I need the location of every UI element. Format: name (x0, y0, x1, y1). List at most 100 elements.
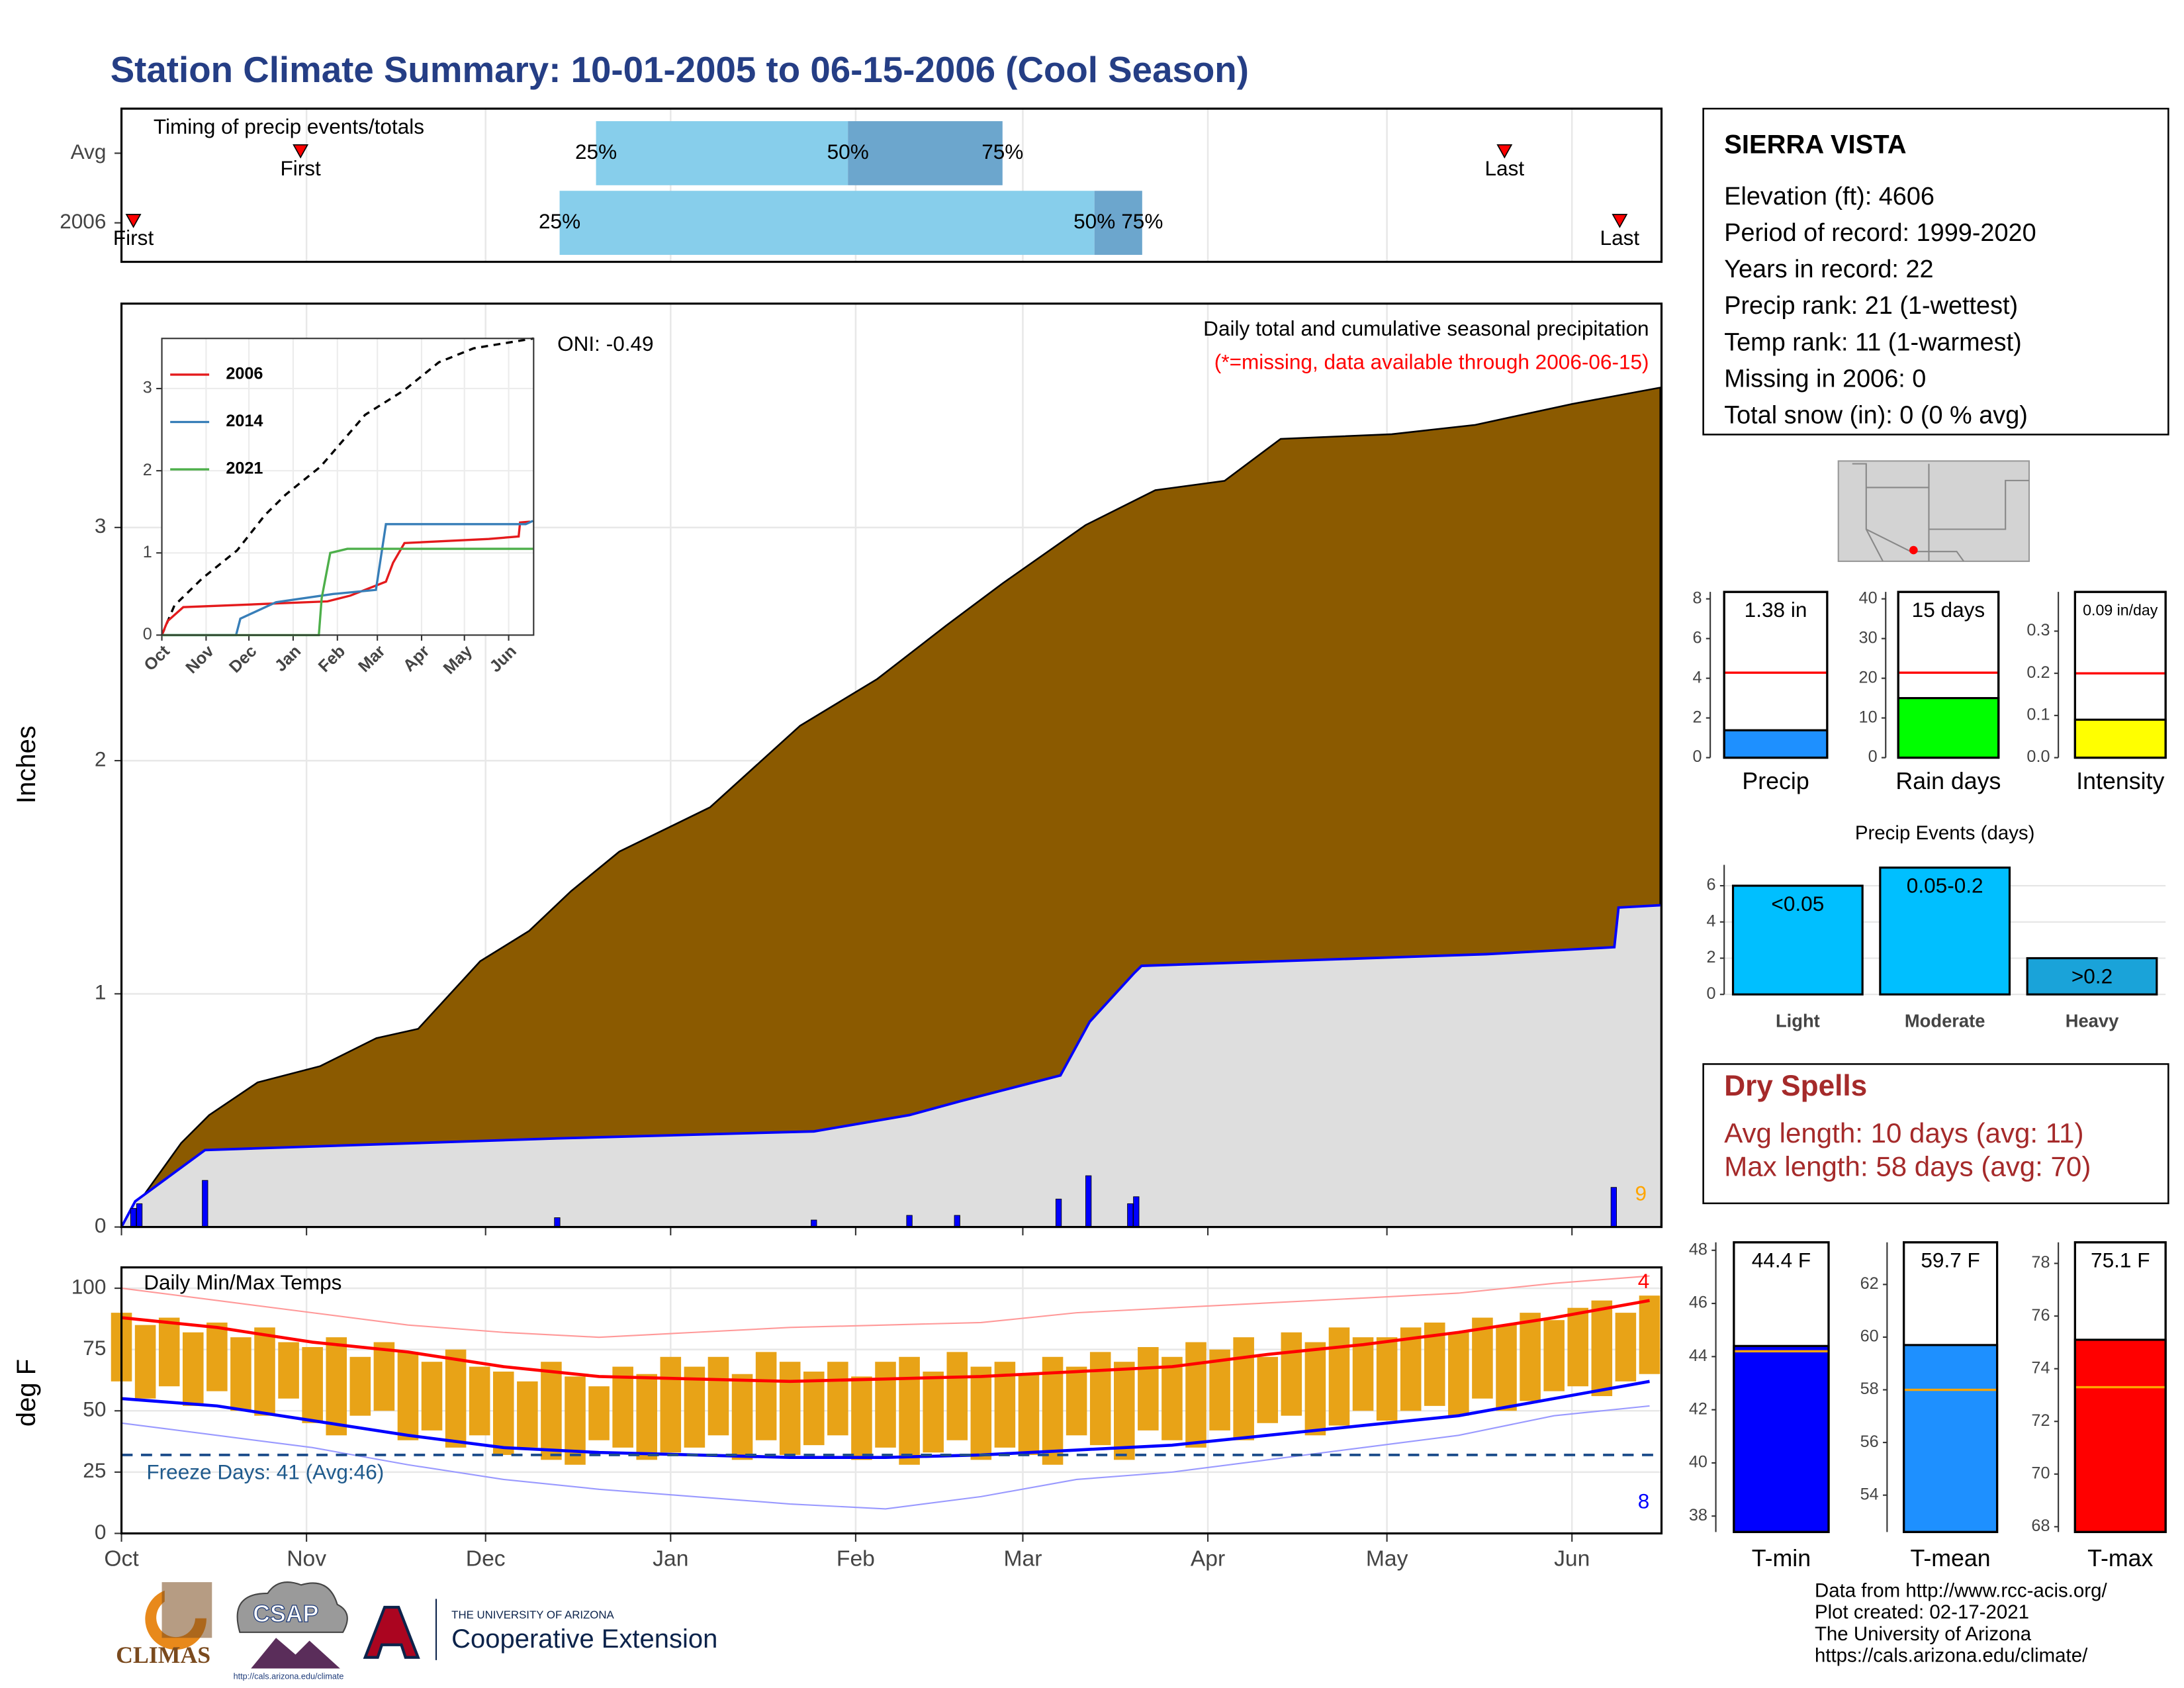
plot-frame (1903, 1241, 1999, 1533)
page-title: Station Climate Summary: 10-01-2005 to 0… (111, 49, 1249, 90)
y-tick-label: 0.1 (2026, 706, 2050, 724)
temp-range-bar (349, 1356, 371, 1416)
value-label: 0.05-0.2 (1907, 873, 1983, 897)
ua-logo (363, 1605, 420, 1659)
temp-line (121, 1299, 1650, 1383)
temp-range-bar (182, 1332, 204, 1406)
y-tick-label: 50 (83, 1397, 106, 1421)
temp-range-bar (970, 1366, 992, 1460)
plot-frame (2073, 590, 2167, 759)
temp-range-bar (1400, 1327, 1422, 1411)
current-line (120, 904, 1661, 1228)
y-tick-label: 46 (1689, 1293, 1707, 1312)
chart-title: Precip Events (days) (1855, 822, 2035, 844)
legend-label: 2014 (226, 412, 263, 430)
temp-range-bar (397, 1352, 419, 1440)
bar (2073, 718, 2167, 759)
series-line (160, 520, 531, 636)
value-label: 75.1 F (2091, 1248, 2150, 1272)
y-tick-label: 1 (95, 980, 107, 1004)
series-line (161, 520, 533, 637)
temp-range-bar (1567, 1307, 1589, 1387)
category-label: Heavy (2066, 1011, 2119, 1031)
daily-bar (130, 1207, 137, 1228)
temp-range-bar (1185, 1342, 1206, 1448)
value-label: <0.05 (1771, 892, 1824, 915)
credit-line: The University of Arizona (1815, 1623, 2032, 1645)
y-tick-label: 70 (2031, 1464, 2050, 1483)
border (1866, 528, 1964, 562)
dry-spell-info: Max length: 58 days (avg: 70) (1724, 1150, 2091, 1182)
plot-frame (120, 107, 1663, 263)
station-info: Elevation (ft): 4606 (1724, 183, 1934, 211)
y-tick-label: 6 (1707, 876, 1716, 894)
x-tick-label: Feb (837, 1546, 875, 1571)
x-tick-label: Jun (1554, 1546, 1590, 1571)
temp-range-bar (1281, 1332, 1302, 1416)
category-label: T-mean (1910, 1545, 1990, 1571)
temp-range-bar (1591, 1300, 1613, 1397)
temp-range-bar (373, 1342, 395, 1411)
percentile-label: 50% (827, 140, 869, 164)
plot-frame (1897, 590, 2000, 759)
y-tick-label: 3 (95, 514, 107, 538)
x-tick-label: Oct (104, 1546, 139, 1571)
dry-spells-box (1702, 1063, 2169, 1205)
csap-url: http://cals.arizona.edu/climate (234, 1671, 344, 1681)
event-marker (1612, 214, 1628, 228)
dry-spells-title: Dry Spells (1724, 1070, 1867, 1102)
temp-range-bar (1233, 1337, 1254, 1440)
temp-range-bar (1257, 1356, 1279, 1423)
credit-line: https://cals.arizona.edu/climate/ (1815, 1644, 2088, 1666)
map-frame (1837, 460, 2030, 562)
freeze-label: Freeze Days: 41 (Avg:46) (146, 1460, 384, 1483)
daily-bar (554, 1217, 561, 1228)
temp-range-bar (134, 1325, 156, 1399)
annotation: 9 (1635, 1182, 1647, 1205)
range-bar (596, 121, 848, 185)
temp-range-bar (1639, 1295, 1661, 1374)
x-tick-label: May (1366, 1546, 1408, 1571)
temp-range-bar (612, 1366, 633, 1448)
inset-background (161, 338, 534, 635)
y-tick-label: 0.3 (2026, 621, 2050, 639)
temp-range-bar (779, 1362, 801, 1455)
station-info: Years in record: 22 (1724, 256, 1933, 283)
y-tick-label: 10 (1859, 708, 1878, 726)
value-label: >0.2 (2071, 964, 2113, 988)
temp-range-bar (230, 1337, 251, 1411)
y-tick-label: 58 (1860, 1380, 1879, 1398)
category-label: Moderate (1905, 1011, 1985, 1031)
y-tick-label: 2 (1692, 708, 1702, 726)
station-name: SIERRA VISTA (1724, 130, 1906, 159)
y-tick-label: 44 (1689, 1346, 1707, 1365)
bar (1903, 1344, 1999, 1533)
current-area (121, 905, 1661, 1227)
temp-range-bar (1089, 1352, 1111, 1446)
bar (1897, 697, 2000, 759)
temp-range-bar (254, 1327, 275, 1416)
event-label: First (113, 226, 154, 250)
daily-bar (1610, 1187, 1617, 1228)
y-tick-label: 76 (2031, 1306, 2050, 1325)
y-tick-label: 75 (83, 1336, 106, 1360)
y-tick-label: 54 (1860, 1485, 1879, 1503)
credit-line: Plot created: 02-17-2021 (1815, 1601, 2029, 1623)
temp-range-bar (1328, 1327, 1350, 1426)
csap-logo-text: CSAP (253, 1601, 318, 1627)
y-tick-label: 0.0 (2026, 747, 2050, 766)
event-label: Last (1600, 226, 1640, 250)
daily-bar (1085, 1175, 1092, 1228)
state-borders (1852, 463, 2029, 562)
y-tick-label: 20 (1859, 668, 1878, 686)
temp-range-bar (1066, 1366, 1087, 1436)
temp-range-bar (1615, 1313, 1637, 1382)
value-label: 1.38 in (1745, 598, 1807, 622)
temp-range-bar (660, 1356, 682, 1453)
csap-mountain (251, 1638, 340, 1669)
temp-range-bar (1018, 1374, 1040, 1455)
y-tick-label: 2 (143, 461, 152, 479)
temp-range-bar (1161, 1356, 1183, 1440)
y-tick-label: 60 (1860, 1327, 1879, 1346)
